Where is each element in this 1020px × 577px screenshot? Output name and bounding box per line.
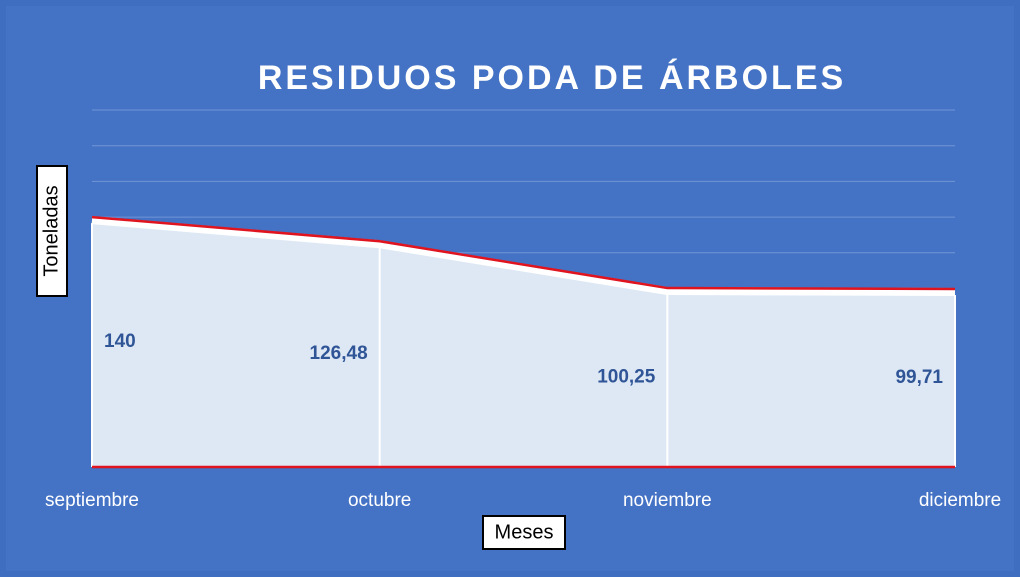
x-tick-label: diciembre: [919, 490, 1001, 511]
x-axis-title-box: [482, 515, 566, 550]
data-label: 99,71: [895, 367, 943, 388]
y-axis-title: Toneladas: [40, 185, 62, 276]
area-edge: [91, 216, 956, 297]
x-tick-label: septiembre: [45, 490, 139, 511]
data-label: 126,48: [310, 343, 368, 364]
data-label: 100,25: [597, 367, 656, 388]
x-tick-label: octubre: [348, 490, 411, 511]
x-axis-title: Meses: [495, 521, 554, 543]
data-label: 140: [104, 331, 136, 352]
chart-title: RESIDUOS PODA DE ÁRBOLES: [258, 59, 846, 97]
y-axis-title-box: [36, 165, 68, 297]
x-tick-label: noviembre: [623, 490, 712, 511]
line: [91, 215, 956, 291]
area: [92, 217, 955, 467]
